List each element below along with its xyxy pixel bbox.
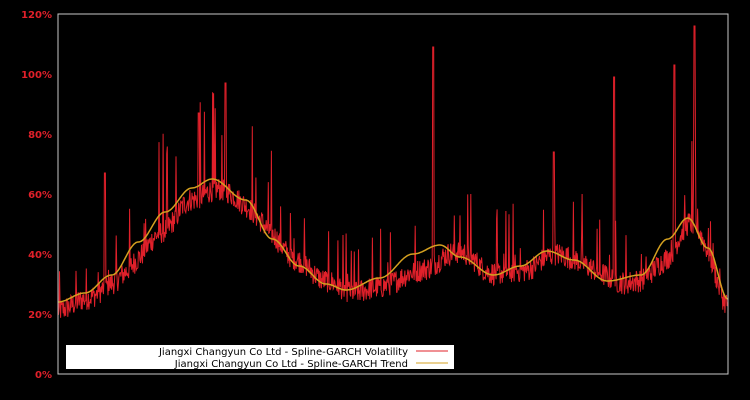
y-tick-label: 0% <box>35 370 52 381</box>
y-tick-label: 80% <box>28 130 52 141</box>
legend-label-volatility: Jiangxi Changyun Co Ltd - Spline-GARCH V… <box>158 347 408 358</box>
y-tick-label: 120% <box>21 10 52 21</box>
legend-box <box>66 345 454 369</box>
trend-series-line <box>58 178 729 303</box>
plot-area <box>57 25 729 318</box>
legend: Jiangxi Changyun Co Ltd - Spline-GARCH V… <box>66 345 454 370</box>
plot-frame <box>57 13 729 375</box>
y-tick-label: 20% <box>28 310 52 321</box>
volatility-series-line <box>57 25 729 318</box>
legend-label-trend: Jiangxi Changyun Co Ltd - Spline-GARCH T… <box>174 359 408 370</box>
y-tick-label: 60% <box>28 190 52 201</box>
y-axis-ticks: 0% 20% 40% 60% 80% 100% 120% <box>21 10 52 381</box>
y-tick-label: 100% <box>21 70 52 81</box>
y-tick-label: 40% <box>28 250 52 261</box>
